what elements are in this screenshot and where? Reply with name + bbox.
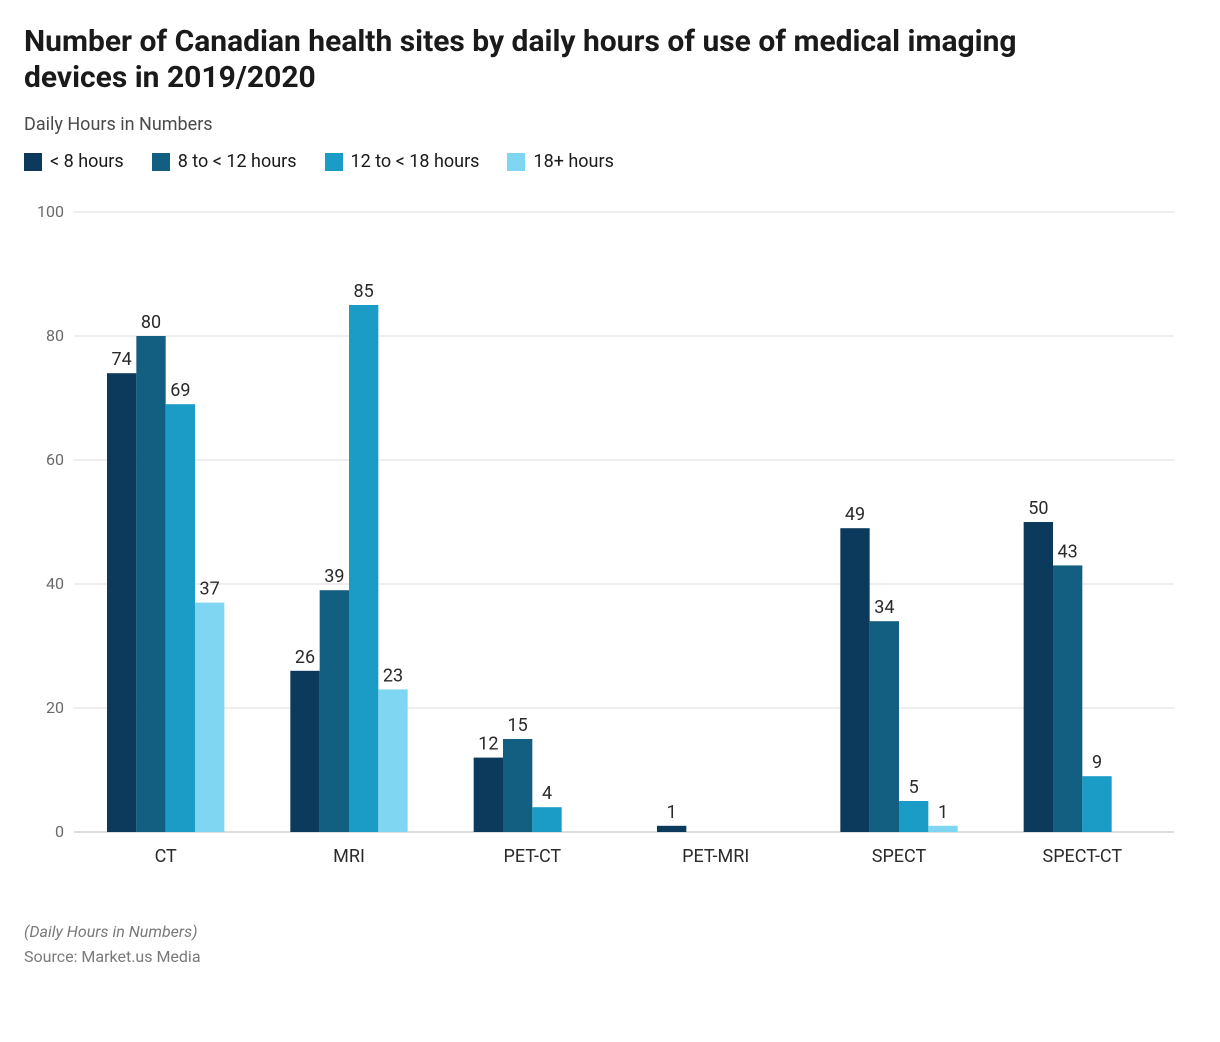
- chart-container: Number of Canadian health sites by daily…: [24, 24, 1196, 1018]
- bar-value-label: 39: [324, 566, 344, 587]
- bar: [657, 826, 686, 832]
- bar: [290, 671, 319, 832]
- footer-source: Source: Market.us Media: [24, 947, 1196, 966]
- legend-item: < 8 hours: [24, 151, 124, 172]
- x-tick-label: SPECT: [872, 846, 927, 867]
- bar-value-label: 80: [141, 312, 161, 333]
- bar-value-label: 1: [938, 802, 948, 823]
- x-tick-label: CT: [155, 846, 177, 867]
- legend-label: 18+ hours: [533, 151, 613, 172]
- bar-value-label: 43: [1058, 541, 1078, 562]
- chart-subtitle: Daily Hours in Numbers: [24, 114, 1196, 135]
- x-tick-label: PET-MRI: [682, 846, 749, 867]
- chart-title: Number of Canadian health sites by daily…: [24, 24, 1024, 96]
- legend-swatch: [507, 153, 525, 171]
- bar-value-label: 74: [112, 349, 132, 370]
- bar: [349, 305, 378, 832]
- bar-value-label: 9: [1092, 752, 1102, 773]
- y-tick-label: 40: [46, 574, 64, 593]
- chart-legend: < 8 hours 8 to < 12 hours 12 to < 18 hours…: [24, 151, 1196, 172]
- bar: [1082, 776, 1111, 832]
- bar: [928, 826, 957, 832]
- legend-label: 12 to < 18 hours: [351, 151, 480, 172]
- chart-footer: (Daily Hours in Numbers) Source: Market.…: [24, 922, 1196, 966]
- y-tick-label: 100: [37, 202, 64, 221]
- bar: [532, 807, 561, 832]
- x-tick-label: MRI: [333, 846, 365, 867]
- bar: [195, 603, 224, 832]
- bar: [870, 621, 899, 832]
- bar-value-label: 69: [170, 380, 190, 401]
- chart-svg: 02040608010074806937CT26398523MRI12154PE…: [24, 202, 1184, 882]
- legend-item: 18+ hours: [507, 151, 613, 172]
- chart-plot-area: 02040608010074806937CT26398523MRI12154PE…: [24, 202, 1184, 882]
- bar: [1024, 522, 1053, 832]
- footer-note: (Daily Hours in Numbers): [24, 922, 1196, 941]
- bar: [503, 739, 532, 832]
- legend-item: 8 to < 12 hours: [152, 151, 297, 172]
- bar-value-label: 85: [354, 281, 374, 302]
- bar-value-label: 50: [1028, 498, 1048, 519]
- legend-swatch: [325, 153, 343, 171]
- bar: [320, 590, 349, 832]
- bar: [1053, 565, 1082, 832]
- bar-value-label: 23: [383, 665, 403, 686]
- y-tick-label: 80: [46, 326, 64, 345]
- legend-swatch: [152, 153, 170, 171]
- x-tick-label: PET-CT: [504, 846, 562, 867]
- bar: [378, 689, 407, 832]
- bar: [107, 373, 136, 832]
- bar: [136, 336, 165, 832]
- bar: [474, 758, 503, 832]
- bar-value-label: 49: [845, 504, 865, 525]
- bar: [166, 404, 195, 832]
- y-tick-label: 20: [46, 698, 64, 717]
- bar-value-label: 1: [667, 802, 677, 823]
- bar-value-label: 4: [542, 783, 552, 804]
- x-tick-label: SPECT-CT: [1043, 846, 1123, 867]
- bar-value-label: 12: [478, 734, 498, 755]
- bar: [899, 801, 928, 832]
- legend-item: 12 to < 18 hours: [325, 151, 480, 172]
- y-tick-label: 0: [55, 822, 64, 841]
- legend-swatch: [24, 153, 42, 171]
- bar-value-label: 5: [909, 777, 919, 798]
- legend-label: < 8 hours: [50, 151, 124, 172]
- bar-value-label: 15: [508, 715, 528, 736]
- legend-label: 8 to < 12 hours: [178, 151, 297, 172]
- bar-value-label: 26: [295, 647, 315, 668]
- y-tick-label: 60: [46, 450, 64, 469]
- bar-value-label: 34: [874, 597, 894, 618]
- bar-value-label: 37: [200, 579, 220, 600]
- bar: [840, 528, 869, 832]
